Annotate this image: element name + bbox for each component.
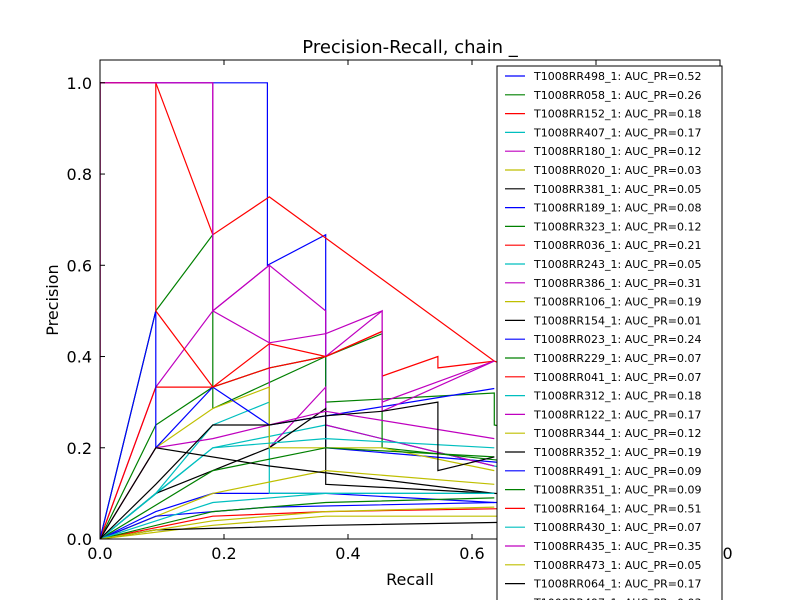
series-line-17: [100, 437, 495, 539]
series-line-25: [100, 82, 495, 539]
legend-entry: T1008RR323_1: AUC_PR=0.12: [533, 220, 701, 233]
plot-area: [100, 82, 597, 539]
legend-box: [496, 65, 723, 600]
legend-entry: T1008RR498_1: AUC_PR=0.52: [533, 70, 701, 83]
x-axis-label: Recall: [386, 570, 434, 589]
y-tick-label: 0.0: [67, 530, 92, 549]
legend-entry: T1008RR020_1: AUC_PR=0.03: [533, 164, 701, 177]
legend-entry: T1008RR154_1: AUC_PR=0.01: [533, 314, 701, 327]
x-tick-label: 0.4: [335, 544, 360, 563]
x-tick-label: 0.6: [459, 544, 484, 563]
legend-entry: T1008RR407_1: AUC_PR=0.17: [533, 126, 701, 139]
legend-entry: T1008RR036_1: AUC_PR=0.21: [533, 239, 701, 252]
series-line-20: [100, 447, 495, 539]
legend-entry: T1008RR491_1: AUC_PR=0.09: [533, 465, 701, 478]
legend-entry: T1008RR064_1: AUC_PR=0.17: [533, 578, 701, 591]
legend-entry: T1008RR344_1: AUC_PR=0.12: [533, 427, 701, 440]
legend-entry: T1008RR351_1: AUC_PR=0.09: [533, 484, 701, 497]
y-tick-label: 0.4: [67, 348, 92, 367]
legend-entry: T1008RR473_1: AUC_PR=0.05: [533, 559, 701, 572]
series-line-26: [100, 506, 495, 539]
legend-entry: T1008RR386_1: AUC_PR=0.31: [533, 277, 701, 290]
series-line-6: [100, 407, 597, 539]
legend-entry: T1008RR122_1: AUC_PR=0.17: [533, 408, 701, 421]
legend-entry: T1008RR430_1: AUC_PR=0.07: [533, 521, 701, 534]
y-tick-label: 1.0: [67, 74, 92, 93]
x-tick-label: 0.2: [211, 544, 236, 563]
legend-entry: T1008RR152_1: AUC_PR=0.18: [533, 108, 701, 121]
y-tick-label: 0.8: [67, 165, 92, 184]
y-tick-label: 0.6: [67, 256, 92, 275]
legend-entry: T1008RR497_1: AUC_PR=0.03: [533, 596, 701, 600]
legend-entry: T1008RR189_1: AUC_PR=0.08: [533, 202, 701, 215]
y-axis-label: Precision: [43, 264, 62, 335]
legend-entry: T1008RR180_1: AUC_PR=0.12: [533, 145, 701, 158]
series-line-16: [100, 506, 597, 539]
series-line-5: [100, 515, 596, 539]
legend-entry: T1008RR435_1: AUC_PR=0.35: [533, 540, 701, 553]
legend-entry: T1008RR352_1: AUC_PR=0.19: [533, 446, 701, 459]
legend-entry: T1008RR312_1: AUC_PR=0.18: [533, 390, 701, 403]
series-layer: [100, 82, 597, 539]
chart-title: Precision-Recall, chain _: [302, 37, 518, 58]
series-line-22: [100, 497, 495, 539]
series-line-24: [100, 492, 495, 539]
legend-entry: T1008RR164_1: AUC_PR=0.51: [533, 502, 701, 515]
legend-entry: T1008RR243_1: AUC_PR=0.05: [533, 258, 701, 271]
legend-entry: T1008RR106_1: AUC_PR=0.19: [533, 296, 701, 309]
legend-entry: T1008RR058_1: AUC_PR=0.26: [533, 89, 701, 102]
y-tick-label: 0.2: [67, 439, 92, 458]
legend-entry: T1008RR381_1: AUC_PR=0.05: [533, 183, 701, 196]
legend: T1008RR498_1: AUC_PR=0.52 T1008RR058_1: A…: [496, 65, 723, 600]
series-line-15: [100, 447, 495, 539]
legend-entry: T1008RR229_1: AUC_PR=0.07: [533, 352, 701, 365]
legend-entry: T1008RR041_1: AUC_PR=0.07: [533, 371, 701, 384]
x-tick-label: 0.0: [87, 544, 112, 563]
legend-entry: T1008RR023_1: AUC_PR=0.24: [533, 333, 701, 346]
series-line-27: [100, 401, 495, 539]
